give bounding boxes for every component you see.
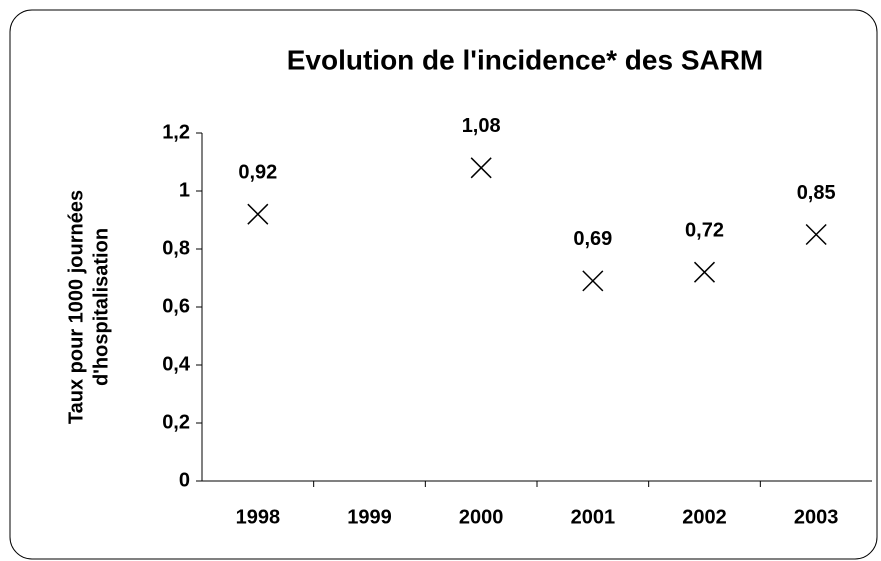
marker	[693, 261, 716, 283]
marker	[582, 270, 604, 292]
y-tick-label: 0,4	[162, 353, 191, 375]
marker	[247, 203, 269, 225]
x-tick-label: 1999	[347, 506, 392, 528]
data-label: 0,85	[797, 182, 836, 204]
y-axis-label: Taux pour 1000 journées	[65, 190, 87, 424]
marker	[470, 157, 492, 179]
x-tick-label: 2003	[794, 506, 839, 528]
y-axis-label: d'hospitalisation	[90, 228, 112, 386]
y-tick-label: 0,8	[162, 237, 190, 259]
x-tick-label: 2002	[682, 506, 727, 528]
chart-title: Evolution de l'incidence* des SARM	[287, 44, 764, 75]
x-tick-label: 2000	[459, 506, 504, 528]
y-tick-label: 0	[179, 469, 190, 491]
y-tick-label: 0,2	[162, 411, 190, 433]
y-tick-label: 0,6	[162, 295, 190, 317]
x-tick-label: 1998	[236, 506, 281, 528]
data-label: 0,69	[573, 228, 612, 250]
data-label: 1,08	[462, 115, 501, 137]
data-label: 0,92	[238, 161, 277, 183]
x-tick-label: 2001	[571, 506, 616, 528]
y-tick-label: 1,2	[162, 121, 190, 143]
marker	[805, 223, 827, 246]
chart-frame	[9, 9, 878, 560]
y-tick-label: 1	[179, 179, 190, 201]
data-label: 0,72	[685, 219, 724, 241]
